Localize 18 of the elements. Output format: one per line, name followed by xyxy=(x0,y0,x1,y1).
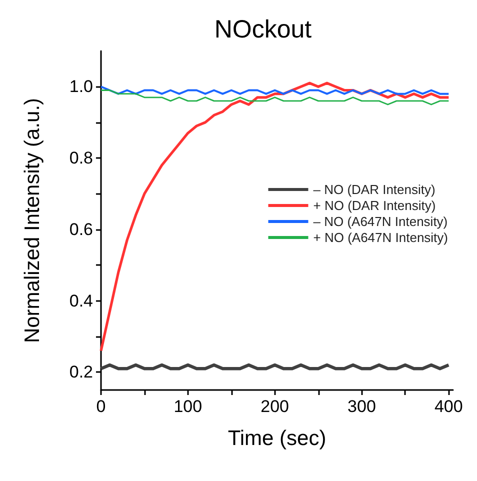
legend-label: – NO (DAR Intensity) xyxy=(313,182,436,197)
x-axis-title: Time (sec) xyxy=(228,427,326,450)
y-axis-title: Normalized Intensity (a.u.) xyxy=(21,98,44,344)
x-tick-label: 200 xyxy=(260,397,290,416)
x-tick-label: 100 xyxy=(174,397,202,416)
y-tick-label: 0.4 xyxy=(69,291,93,310)
y-tick-label: 0.2 xyxy=(69,362,93,382)
chart-title: NOckout xyxy=(214,16,312,44)
x-tick-label: 300 xyxy=(348,397,376,416)
legend-label: – NO (A647N Intensity) xyxy=(313,214,448,229)
legend-label: + NO (DAR Intensity) xyxy=(313,198,436,213)
x-tick-label: 0 xyxy=(96,397,106,416)
x-tick-label: 400 xyxy=(434,397,463,416)
y-tick-label: 0.6 xyxy=(69,220,93,239)
y-tick-label: 1.0 xyxy=(69,77,93,96)
line-series xyxy=(100,90,450,106)
y-tick-label: 0.8 xyxy=(69,148,93,168)
legend-label: + NO (A647N Intensity) xyxy=(313,230,448,245)
